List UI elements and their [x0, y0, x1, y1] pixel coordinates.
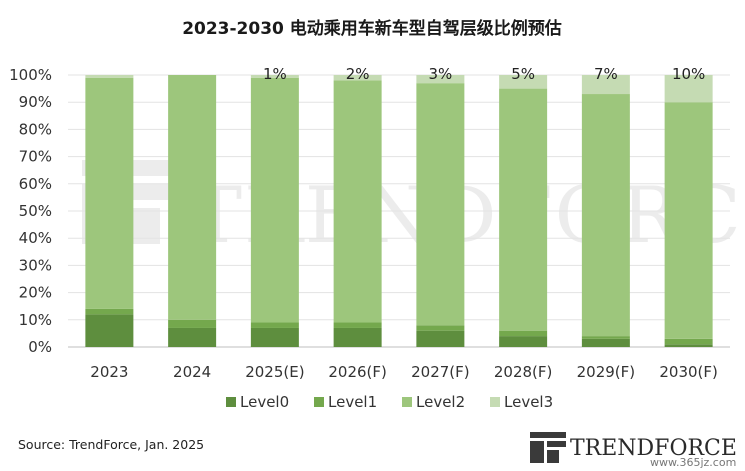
x-category-label: 2030(F) — [659, 363, 718, 381]
legend: Level0 Level1 Level2 Level3 — [226, 393, 553, 411]
bar-segment-level0 — [168, 327, 217, 347]
data-label: 5% — [511, 65, 535, 83]
y-tick-label: 30% — [19, 256, 52, 274]
bar-segment-level2 — [250, 77, 299, 323]
bar-segment-level1 — [581, 336, 630, 339]
x-category-label: 2026(F) — [328, 363, 387, 381]
gridlines — [68, 74, 730, 348]
data-label: 7% — [594, 65, 618, 83]
bar-segment-level1 — [416, 325, 465, 331]
y-tick-label: 10% — [19, 311, 52, 329]
bar-segment-level1 — [250, 322, 299, 328]
trendforce-logo: TRENDFORCE www.365jz.com — [530, 432, 737, 469]
y-tick-label: 90% — [19, 93, 52, 111]
logo-text: TRENDFORCE — [570, 436, 737, 461]
bar-segment-level2 — [499, 88, 548, 331]
bar-segment-level1 — [85, 308, 134, 315]
legend-label: Level0 — [240, 393, 289, 411]
source-note: Source: TrendForce, Jan. 2025 — [18, 437, 204, 452]
bar-segment-level0 — [416, 330, 465, 347]
x-axis-categories: 2023 2024 2025(E) 2026(F) 2027(F) 2028(F) 2029… — [90, 363, 718, 381]
bar-segment-level3 — [85, 75, 134, 78]
bar-segment-level1 — [499, 330, 548, 337]
bar-segment-level0 — [250, 327, 299, 347]
bar-segment-level1 — [333, 322, 382, 328]
y-tick-label: 20% — [19, 284, 52, 302]
legend-swatch — [226, 397, 236, 407]
x-category-label: 2024 — [173, 363, 211, 381]
y-tick-label: 80% — [19, 120, 52, 138]
bar-segment-level0 — [85, 314, 134, 347]
bars — [85, 75, 713, 347]
bar-segment-level0 — [333, 327, 382, 347]
bar-segment-level3 — [499, 75, 548, 89]
x-category-label: 2028(F) — [494, 363, 553, 381]
site-watermark: www.365jz.com — [650, 456, 736, 469]
bar-segment-level2 — [581, 94, 630, 337]
bar-segment-level2 — [333, 80, 382, 323]
bar-segment-level3 — [664, 75, 713, 103]
legend-swatch — [314, 397, 324, 407]
bar-segment-level0 — [581, 338, 630, 347]
bar-segment-level2 — [416, 83, 465, 326]
bar-segment-level3 — [250, 75, 299, 78]
data-label: 10% — [672, 65, 705, 83]
bar-segment-level0 — [664, 344, 713, 347]
bar-segment-level0 — [499, 336, 548, 347]
data-label: 3% — [428, 65, 452, 83]
y-tick-label: 70% — [19, 148, 52, 166]
x-category-label: 2029(F) — [577, 363, 636, 381]
data-label: 1% — [263, 65, 287, 83]
y-tick-label: 100% — [9, 66, 52, 84]
data-labels: 1% 2% 3% 5% 7% 10% — [263, 65, 705, 83]
bar-segment-level3 — [333, 75, 382, 81]
y-tick-label: 60% — [19, 175, 52, 193]
y-tick-label: 40% — [19, 229, 52, 247]
legend-swatch — [490, 397, 500, 407]
bar-segment-level1 — [168, 319, 217, 328]
bar-segment-level2 — [664, 102, 713, 339]
bar-segment-level2 — [85, 77, 134, 309]
y-axis-ticks: 0% 10% 20% 30% 40% 50% 60% 70% 80% 90% 100% — [9, 66, 52, 356]
chart-title: 2023-2030 电动乘用车新车型自驾层级比例预估 — [182, 18, 562, 39]
bar-segment-level1 — [664, 338, 713, 345]
data-label: 2% — [346, 65, 370, 83]
legend-label: Level1 — [328, 393, 377, 411]
legend-swatch — [402, 397, 412, 407]
y-tick-label: 0% — [28, 338, 52, 356]
logo-mark — [530, 432, 566, 463]
legend-label: Level2 — [416, 393, 465, 411]
x-category-label: 2025(E) — [245, 363, 304, 381]
y-tick-label: 50% — [19, 202, 52, 220]
x-category-label: 2023 — [90, 363, 128, 381]
legend-label: Level3 — [504, 393, 553, 411]
bar-segment-level3 — [581, 75, 630, 95]
bar-segment-level2 — [168, 75, 217, 320]
bar-segment-level3 — [416, 75, 465, 84]
x-category-label: 2027(F) — [411, 363, 470, 381]
